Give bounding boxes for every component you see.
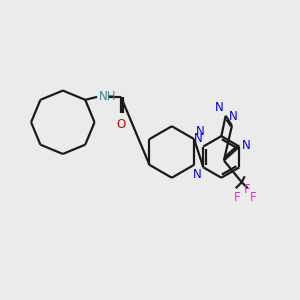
Text: F: F — [244, 183, 250, 196]
Text: N: N — [229, 110, 237, 123]
Text: F: F — [250, 191, 256, 204]
Text: N: N — [196, 125, 205, 138]
Text: F: F — [234, 191, 240, 204]
Text: N: N — [215, 101, 224, 114]
Text: N: N — [193, 168, 201, 181]
Text: NH: NH — [99, 90, 117, 104]
Text: O: O — [116, 118, 125, 131]
Text: N: N — [242, 139, 251, 152]
Text: N: N — [194, 132, 202, 145]
